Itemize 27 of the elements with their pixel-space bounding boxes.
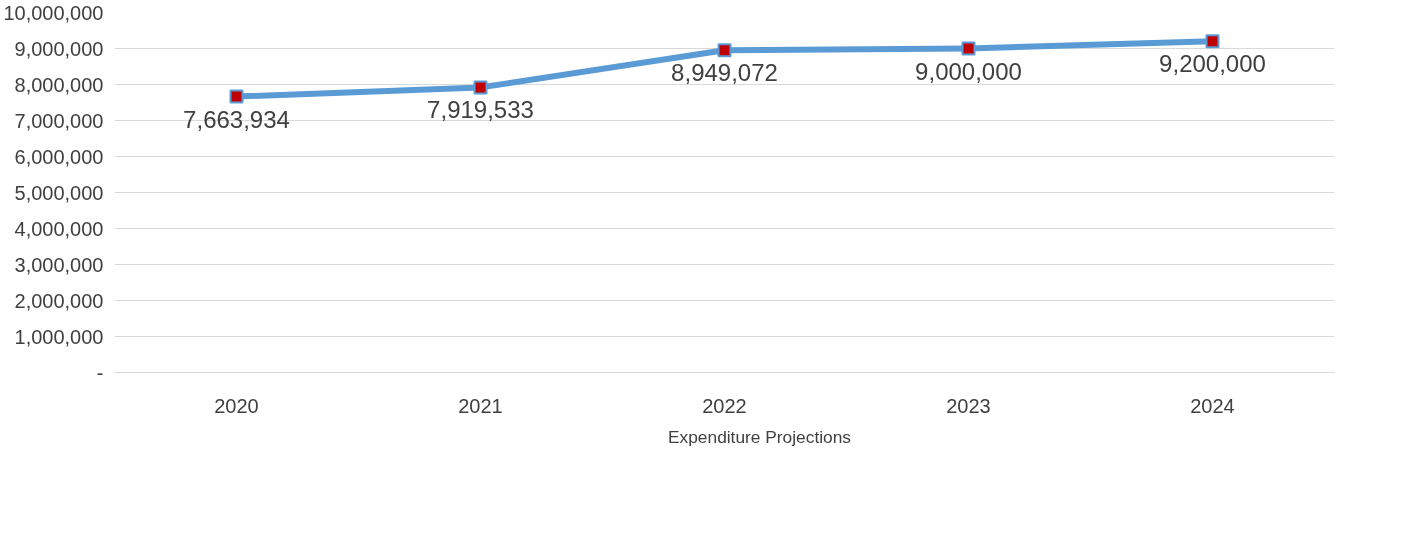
y-tick-label: 8,000,000: [14, 73, 104, 96]
x-tick-label: 2020: [214, 394, 259, 417]
y-tick-label: 9,000,000: [14, 37, 104, 60]
data-label: 7,663,934: [183, 105, 290, 133]
point: [961, 41, 976, 56]
y-tick-label: 10,000,000: [3, 1, 104, 24]
x-tick-label: 2023: [946, 394, 991, 417]
text: Expenditure Projections: [667, 426, 852, 448]
point: [1205, 34, 1220, 49]
y-tick-label: -: [96, 361, 104, 384]
data-label: 7,919,533: [427, 96, 534, 124]
data-label: 8,949,072: [671, 59, 778, 87]
data-label: 9,200,000: [1159, 50, 1266, 78]
y-tick-label: 5,000,000: [14, 181, 104, 204]
x-tick-label: 2022: [702, 394, 747, 417]
x-tick-label: 2024: [1190, 394, 1235, 417]
y-tick-label: 2,000,000: [14, 289, 104, 312]
point: [717, 43, 732, 58]
y-tick-label: 6,000,000: [14, 145, 104, 168]
data-label: 9,000,000: [915, 57, 1022, 85]
point: [473, 80, 488, 95]
y-tick-label: 7,000,000: [14, 109, 104, 132]
y-tick-label: 4,000,000: [14, 217, 104, 240]
point: [229, 89, 244, 104]
y-tick-label: 1,000,000: [14, 325, 104, 348]
x-tick-label: 2021: [458, 394, 503, 417]
y-tick-label: 3,000,000: [14, 253, 104, 276]
